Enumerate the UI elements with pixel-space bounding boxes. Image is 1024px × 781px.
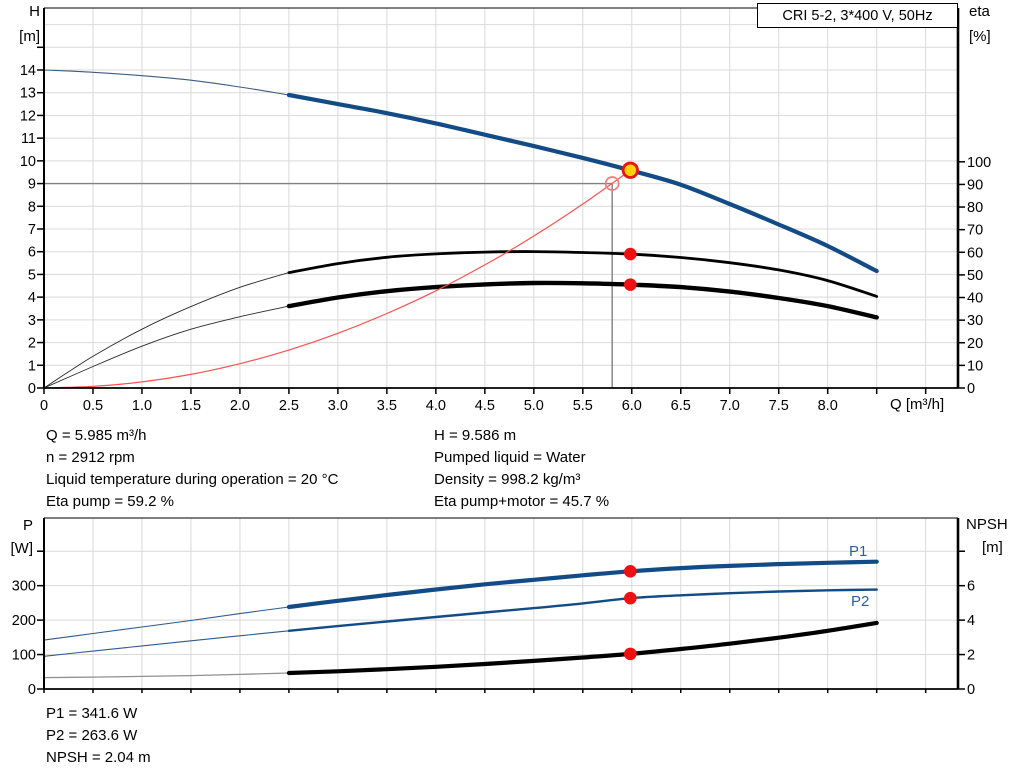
y-right-tick-label: 100 — [967, 155, 991, 171]
y-left-tick-label: 300 — [12, 579, 36, 595]
x-tick-label: 6.0 — [622, 398, 642, 414]
p-axis-name: P — [22, 517, 33, 534]
h-axis-unit: [m] — [19, 28, 40, 45]
info-p1: P1 = 341.6 W — [46, 705, 138, 722]
y-left-tick-label: 7 — [28, 222, 36, 238]
y-left-tick-label: 11 — [21, 131, 36, 147]
q-axis-label: Q [m³/h] — [890, 396, 945, 413]
x-tick-label: 1.0 — [132, 398, 152, 414]
head-curve-thin — [43, 69, 290, 96]
info-liquid-temp: Liquid temperature during operation = 20… — [46, 471, 339, 488]
y-left-tick-label: 200 — [12, 613, 36, 629]
head-curve — [286, 92, 879, 274]
y-left-tick-label: 2 — [28, 336, 36, 352]
eta-pump-motor-point[interactable] — [624, 278, 637, 291]
eta-pump-curve-thin — [43, 272, 290, 389]
x-tick-label: 2.0 — [230, 398, 250, 414]
x-tick-label: 7.5 — [769, 398, 789, 414]
p2-curve-label: P2 — [851, 593, 870, 610]
x-tick-label: 3.5 — [377, 398, 397, 414]
p-axis-unit: [W] — [10, 540, 34, 557]
y-left-tick-label: 5 — [28, 267, 36, 283]
y-right-tick-label: 80 — [967, 200, 983, 216]
y-right-tick-label: 0 — [967, 381, 975, 397]
npsh-axis-name: NPSH — [966, 516, 1008, 533]
y-right-tick-label: 4 — [967, 613, 975, 629]
pump-title: CRI 5-2, 3*400 V, 50Hz — [782, 7, 933, 24]
info-pumped-liquid: Pumped liquid = Water — [434, 449, 586, 466]
p2-point[interactable] — [624, 591, 637, 605]
y-left-tick-label: 3 — [28, 313, 36, 329]
x-tick-label: 0 — [40, 398, 48, 414]
p1-curve-label: P1 — [849, 543, 868, 560]
info-p2: P2 = 263.6 W — [46, 727, 138, 744]
npsh-axis-unit: [m] — [982, 539, 1003, 556]
info-npsh: NPSH = 2.04 m — [46, 749, 151, 766]
x-tick-label: 3.0 — [328, 398, 348, 414]
npsh-point[interactable] — [624, 647, 637, 661]
eta-pump-point[interactable] — [624, 247, 637, 261]
y-left-tick-label: 10 — [20, 154, 36, 170]
x-tick-label: 2.5 — [279, 398, 299, 414]
p1-curve-thin — [43, 606, 290, 641]
eta-pump-motor-curve-thin — [43, 305, 290, 389]
p2-curve — [287, 588, 878, 632]
x-tick-label: 8.0 — [818, 398, 838, 414]
y-left-tick-label: 12 — [20, 108, 36, 124]
info-h: H = 9.586 m — [434, 427, 517, 444]
info-speed: n = 2912 rpm — [46, 449, 135, 466]
y-right-tick-label: 0 — [967, 682, 975, 698]
info-eta-pump: Eta pump = 59.2 % — [46, 493, 174, 510]
y-left-tick-label: 1 — [28, 358, 36, 374]
y-left-tick-label: 0 — [28, 682, 36, 698]
x-tick-label: 4.5 — [475, 398, 495, 414]
operating-point[interactable] — [621, 161, 639, 179]
p1-curve — [286, 559, 879, 610]
y-right-tick-label: 6 — [967, 579, 975, 595]
x-tick-label: 7.0 — [720, 398, 740, 414]
eta-axis-unit: [%] — [969, 28, 991, 45]
p2-curve-thin — [43, 630, 290, 657]
eta-pump-motor-curve — [286, 280, 879, 320]
pump-title-box: CRI 5-2, 3*400 V, 50Hz — [757, 3, 958, 28]
y-left-tick-label: 9 — [28, 177, 36, 193]
y-left-tick-label: 13 — [20, 86, 36, 102]
y-right-tick-label: 50 — [967, 268, 983, 284]
npsh-curve — [286, 620, 879, 676]
y-right-tick-label: 20 — [967, 336, 983, 352]
h-axis-name: H — [29, 3, 40, 20]
requested-duty-point[interactable] — [604, 176, 620, 191]
y-right-tick-label: 2 — [967, 648, 975, 664]
y-right-tick-label: 30 — [967, 313, 983, 329]
eta-pump-curve — [287, 250, 879, 298]
y-left-tick-label: 4 — [28, 290, 36, 306]
x-tick-label: 6.5 — [671, 398, 691, 414]
y-right-tick-label: 90 — [967, 177, 983, 193]
x-tick-label: 0.5 — [83, 398, 103, 414]
y-left-tick-label: 14 — [20, 63, 36, 79]
y-left-tick-label: 0 — [28, 381, 36, 397]
y-right-tick-label: 40 — [967, 291, 983, 307]
info-eta-pump-motor: Eta pump+motor = 45.7 % — [434, 493, 610, 510]
y-right-tick-label: 60 — [967, 245, 983, 261]
y-left-tick-label: 8 — [28, 199, 36, 215]
y-left-tick-label: 100 — [12, 648, 36, 664]
x-tick-label: 5.0 — [524, 398, 544, 414]
system-curve — [43, 169, 631, 389]
y-right-tick-label: 10 — [967, 358, 983, 374]
y-right-tick-label: 70 — [967, 223, 983, 239]
info-density: Density = 998.2 kg/m³ — [434, 471, 581, 488]
x-tick-label: 4.0 — [426, 398, 446, 414]
x-tick-label: 1.5 — [181, 398, 201, 414]
p1-point[interactable] — [624, 565, 637, 578]
x-tick-label: 5.5 — [573, 398, 593, 414]
info-q: Q = 5.985 m³/h — [46, 427, 147, 444]
npsh-curve-thin — [43, 672, 290, 679]
eta-axis-name: eta — [969, 3, 990, 20]
y-left-tick-label: 6 — [28, 245, 36, 261]
